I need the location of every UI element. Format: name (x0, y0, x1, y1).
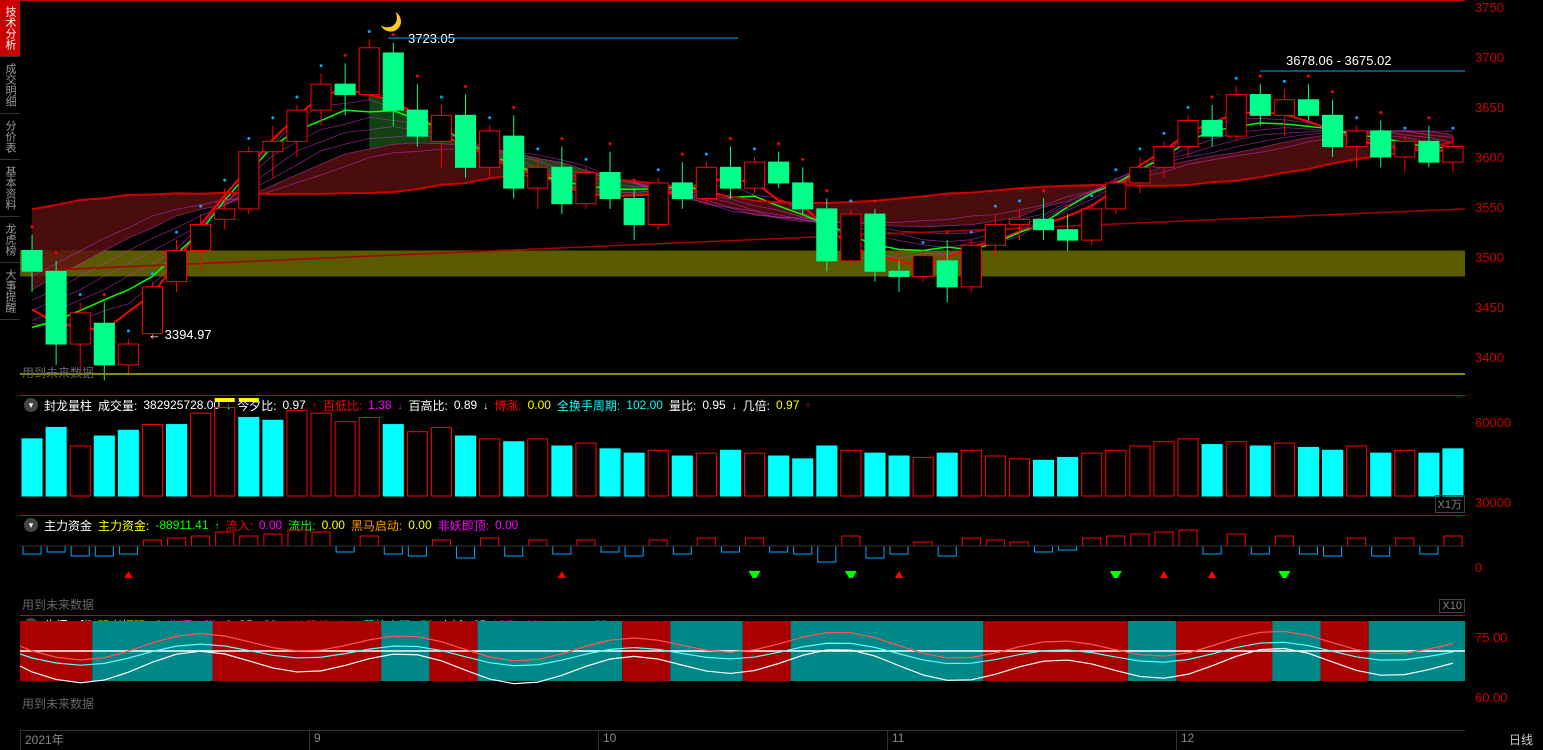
capital-flow-panel[interactable]: ▾主力资金主力资金:-88911.41流入:0.00流出:0.00黑马启动:0.… (20, 515, 1465, 615)
sidebar-tab[interactable]: 成交明细 (0, 57, 20, 114)
price-tick: 3400 (1475, 350, 1543, 395)
price-tick: 3700 (1475, 50, 1543, 95)
vol-tick: 30000 (1475, 475, 1543, 515)
sidebar-tabs: 技术分析成交明细分价表基本资料龙虎榜大事提醒 (0, 0, 20, 750)
oscillator-panel[interactable]: ▾临门一脚强者恒强:0临门一脚:0SB:60持股线:1蓄势走强:53小妖:65妖… (20, 615, 1465, 730)
time-label: 2021年 (20, 731, 309, 750)
time-label: 10 (598, 731, 887, 750)
sidebar-tab[interactable]: 分价表 (0, 114, 20, 160)
svg-text:← 3394.97: ← 3394.97 (148, 327, 212, 342)
capital-unit: X10 (1439, 599, 1465, 613)
vol-tick: 60000 (1475, 395, 1543, 435)
time-label: 12 (1176, 731, 1465, 750)
future-data-note: 用到未来数据 (22, 364, 94, 381)
time-label: 11 (887, 731, 1176, 750)
sidebar-tab[interactable]: 技术分析 (0, 0, 20, 57)
svg-text:3678.06 - 3675.02: 3678.06 - 3675.02 (1286, 53, 1392, 68)
volume-axis: 60000 30000 (1465, 395, 1543, 515)
price-axis: 3750 3700 3650 3600 3550 3500 3450 3400 (1465, 0, 1543, 395)
cap-tick: 0 (1475, 515, 1543, 575)
sidebar-tab[interactable]: 龙虎榜 (0, 217, 20, 263)
price-tick: 3600 (1475, 150, 1543, 195)
price-tick: 3550 (1475, 200, 1543, 245)
capital-axis: 0 (1465, 515, 1543, 615)
svg-text:🌙: 🌙 (380, 11, 402, 33)
sidebar-tab[interactable]: 大事提醒 (0, 263, 20, 320)
sidebar-tab[interactable]: 基本资料 (0, 160, 20, 217)
period-label: 日线 (1509, 731, 1533, 748)
candlestick-chart[interactable]: 3723.05← 3394.973678.06 - 3675.02🌙 用到未来数… (20, 0, 1465, 395)
price-tick: 3450 (1475, 300, 1543, 345)
price-tick: 3500 (1475, 250, 1543, 295)
oscillator-axis: 75.00 60.00 (1465, 615, 1543, 710)
osc-tick: 75.00 (1475, 615, 1543, 650)
price-tick: 3650 (1475, 100, 1543, 145)
time-axis: 2021年9101112 (20, 730, 1465, 750)
future-data-note-3: 用到未来数据 (22, 695, 94, 712)
price-tick: 3750 (1475, 0, 1543, 45)
future-data-note-2: 用到未来数据 (22, 596, 94, 613)
volume-panel[interactable]: ▾封龙量柱成交量:382925728.00今夕比:0.97百低比:1.38百高比… (20, 395, 1465, 515)
volume-unit: X1万 (1435, 495, 1465, 513)
osc-tick: 60.00 (1475, 675, 1543, 710)
time-label: 9 (309, 731, 598, 750)
